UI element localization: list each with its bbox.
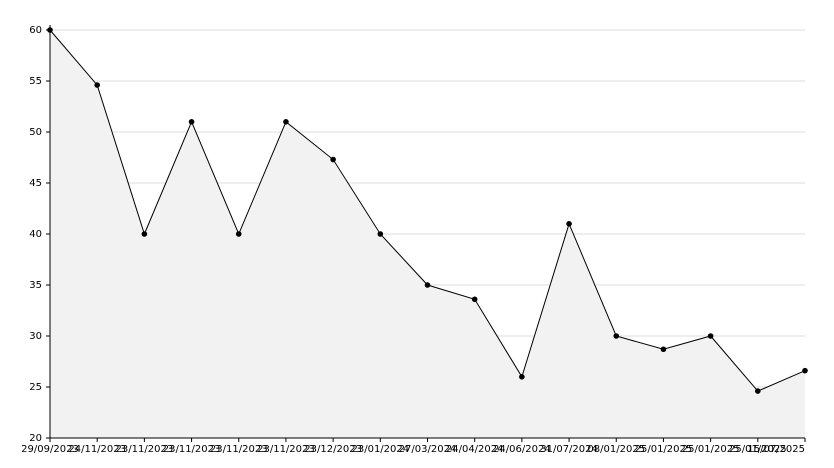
- x-tick-label: 23/11/2023: [210, 444, 268, 455]
- marker: [188, 119, 195, 125]
- y-tick-label: 45: [29, 178, 42, 189]
- y-tick-label: 25: [29, 382, 42, 393]
- marker: [235, 231, 242, 237]
- x-tick-label: 25/01/2025: [682, 444, 740, 455]
- marker: [94, 82, 100, 88]
- x-tick-label: 15/07/2025: [747, 444, 805, 455]
- x-tick-label: 27/03/2024: [399, 444, 457, 455]
- x-tick-label: 29/09/2023: [21, 444, 79, 455]
- marker: [377, 231, 384, 237]
- x-tick-label: 31/07/2024: [540, 444, 598, 455]
- x-tick-label: 25/01/2025: [729, 444, 787, 455]
- marker: [141, 231, 148, 237]
- y-tick-label: 20: [29, 433, 42, 444]
- marker: [755, 388, 761, 394]
- x-tick-label: 24/04/2024: [446, 444, 504, 455]
- y-tick-label: 60: [29, 25, 42, 36]
- marker: [424, 282, 431, 288]
- x-tick-label: 08/01/2025: [587, 444, 645, 455]
- x-tick-label: 23/11/2023: [163, 444, 221, 455]
- x-tick-label: 24/11/2023: [68, 444, 126, 455]
- x-tick-label: 23/12/2023: [304, 444, 362, 455]
- marker: [613, 333, 620, 339]
- y-tick-label: 30: [29, 331, 42, 342]
- x-tick-label: 24/06/2024: [493, 444, 551, 455]
- marker: [471, 296, 478, 303]
- x-tick-label: 23/01/2024: [351, 444, 409, 455]
- marker: [566, 221, 572, 227]
- marker: [802, 367, 808, 374]
- x-tick-label: 23/11/2023: [257, 444, 315, 455]
- y-tick-label: 55: [29, 76, 42, 87]
- marker: [519, 374, 525, 380]
- marker: [660, 346, 667, 353]
- marker: [330, 156, 336, 163]
- x-tick-label: 23/11/2023: [116, 444, 174, 455]
- y-tick-label: 35: [29, 280, 42, 291]
- marker: [283, 119, 289, 125]
- y-tick-label: 50: [29, 127, 42, 138]
- marker: [707, 333, 714, 339]
- y-tick-label: 40: [29, 229, 42, 240]
- x-tick-label: 25/01/2025: [635, 444, 693, 455]
